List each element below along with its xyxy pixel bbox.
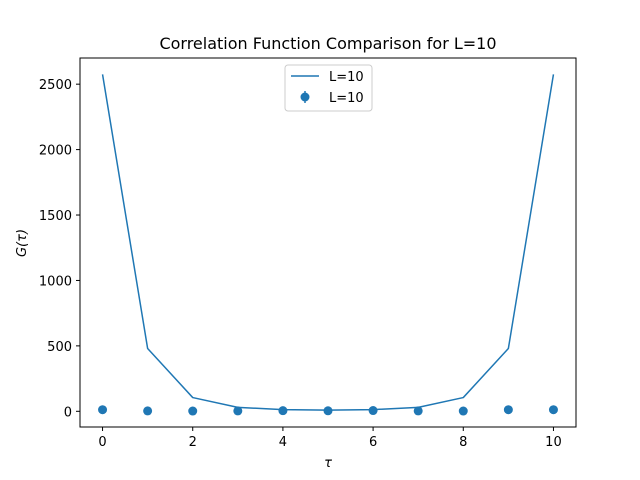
data-point-marker [548,405,558,415]
y-axis-label: G(τ) [15,229,30,257]
y-tick-label: 500 [47,340,72,355]
data-point-marker [143,406,153,416]
x-tick-label: 2 [189,435,197,450]
axes-frame [79,57,577,428]
x-axis: 0 2 4 6 8 10 [98,427,562,450]
chart-title: Correlation Function Comparison for L=10 [159,34,496,53]
series-layer [98,74,558,416]
data-point-marker [458,406,468,416]
data-point-marker [503,405,513,415]
y-tick-label: 1500 [39,209,72,224]
legend-label-markers: L=10 [329,91,364,106]
y-tick-label: 2000 [39,144,72,159]
x-tick-label: 4 [279,435,287,450]
data-point-marker [98,405,108,415]
legend: L=10 L=10 [284,64,373,112]
data-point-marker [233,406,243,416]
x-tick-label: 10 [545,435,562,450]
data-point-marker [413,406,423,416]
y-axis: 0 500 1000 1500 2000 2500 [39,78,80,420]
legend-marker-swatch [300,92,310,102]
data-point-marker [188,406,198,416]
x-tick-label: 0 [98,435,106,450]
y-tick-label: 1000 [39,274,72,289]
data-point-marker [368,406,378,416]
x-tick-label: 8 [459,435,467,450]
y-tick-label: 2500 [39,78,72,93]
legend-label-line: L=10 [329,70,364,85]
plot-area [79,57,577,428]
data-point-marker [323,406,333,416]
y-tick-label: 0 [64,405,72,420]
data-point-marker [278,406,288,416]
x-axis-label: τ [324,456,332,471]
x-tick-label: 6 [369,435,377,450]
